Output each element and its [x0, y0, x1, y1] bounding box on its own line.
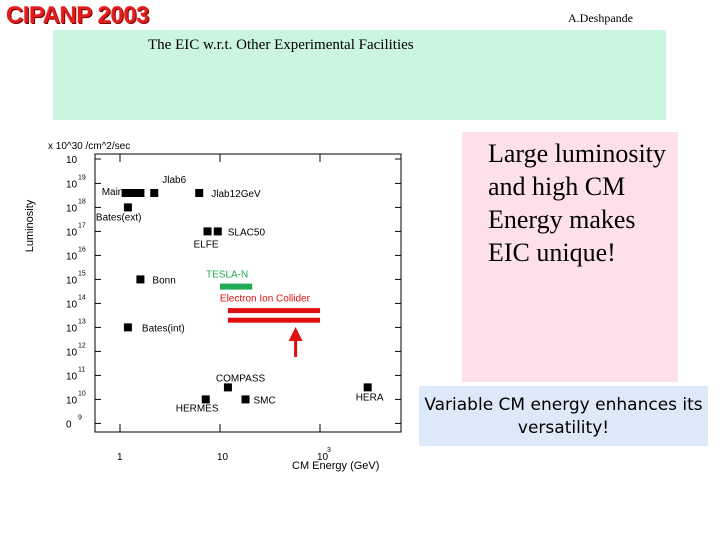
facility-label: Jlab6: [162, 175, 186, 186]
facility-label: COMPASS: [216, 373, 266, 384]
facility-marker: [213, 227, 222, 236]
y-tick-label: 10: [66, 323, 78, 334]
x-axis-label: CM Energy (GeV): [292, 460, 379, 472]
facility-label: Bonn: [152, 275, 175, 286]
author-name: A.Deshpande: [568, 11, 633, 25]
y-unit-label: x 10^30 /cm^2/sec: [48, 141, 130, 152]
facility-marker: [123, 203, 132, 212]
y-tick-exponent: 9: [78, 414, 82, 421]
facility-label: Jlab12GeV: [211, 189, 261, 200]
facility-label: Bates(int): [142, 323, 185, 334]
y-tick-label: 10: [66, 227, 78, 238]
facility-label: SMC: [254, 395, 276, 406]
tesla-n-bar: [220, 283, 253, 290]
eic-label: Electron Ion Collider: [220, 294, 311, 305]
eic-bar-lower: [227, 317, 320, 323]
facility-marker: [223, 383, 232, 392]
y-tick-exponent: 17: [78, 222, 86, 229]
x-tick-label: 10: [217, 452, 229, 463]
y-tick-label: 10: [66, 251, 78, 262]
luminosity-vs-energy-plot: x 10^30 /cm^2/sec Luminosity CM Energy (…: [24, 141, 402, 472]
eic-arrow-head: [288, 327, 303, 341]
facility-marker: [150, 189, 159, 197]
facility-marker: [195, 189, 204, 197]
y-tick-exponent: 18: [78, 198, 86, 205]
eic-bar-upper: [227, 308, 320, 314]
facility-label: Bates(ext): [96, 212, 142, 223]
facility-marker: [123, 323, 132, 332]
x-tick-label: 10: [317, 452, 329, 463]
y-tick-label: 10: [66, 371, 78, 382]
y-tick-exponent: 11: [78, 366, 85, 373]
y-tick-label: 10: [66, 155, 78, 166]
facility-marker: [136, 275, 145, 284]
facility-label: Mainz: [102, 187, 129, 198]
unique-callout-text: Large luminosity and high CM Energy make…: [488, 139, 666, 267]
y-tick-label: 10: [66, 347, 78, 358]
x-tick-exponent: 3: [327, 447, 331, 454]
facility-marker: [203, 227, 212, 236]
y-tick-label: 10: [66, 395, 78, 406]
y-tick-exponent: 19: [78, 174, 86, 181]
facility-marker: [241, 395, 250, 404]
plot-frame: [94, 153, 402, 433]
facility-marker: [121, 189, 145, 197]
y-tick-exponent: 14: [78, 294, 86, 301]
y-tick-exponent: 10: [78, 390, 86, 397]
y-tick-label: 10: [66, 179, 78, 190]
y-axis-label: Luminosity: [24, 199, 36, 252]
facility-marker: [363, 383, 372, 392]
facility-label: HERA: [356, 392, 384, 403]
conference-logo: CIPANP 2003: [6, 2, 150, 29]
versatility-callout-box: Variable CM energy enhances its versatil…: [419, 386, 708, 446]
luminosity-plot-panel: x 10^30 /cm^2/sec Luminosity CM Energy (…: [24, 131, 404, 476]
y-tick-label: 10: [66, 203, 78, 214]
facility-label: HERMES: [176, 403, 219, 414]
x-tick-label: 1: [117, 452, 123, 463]
y-tick-exponent: 12: [78, 342, 86, 349]
title-box: [53, 30, 666, 120]
tesla-n-label: TESLA-N: [206, 270, 248, 281]
y-tick-exponent: 15: [78, 270, 86, 277]
versatility-callout-text: Variable CM energy enhances its versatil…: [424, 395, 703, 438]
y-tick-label: 10: [66, 299, 78, 310]
unique-callout-box: Large luminosity and high CM Energy make…: [462, 132, 678, 382]
facility-marker: [201, 395, 210, 404]
facility-label: ELFE: [194, 239, 219, 250]
y-tick-label: 10: [66, 275, 78, 286]
slide-title: The EIC w.r.t. Other Experimental Facili…: [148, 37, 414, 53]
y-tick-label: 0: [66, 419, 72, 430]
y-tick-exponent: 16: [78, 246, 86, 253]
facility-label: SLAC50: [228, 227, 266, 238]
y-tick-exponent: 13: [78, 318, 86, 325]
